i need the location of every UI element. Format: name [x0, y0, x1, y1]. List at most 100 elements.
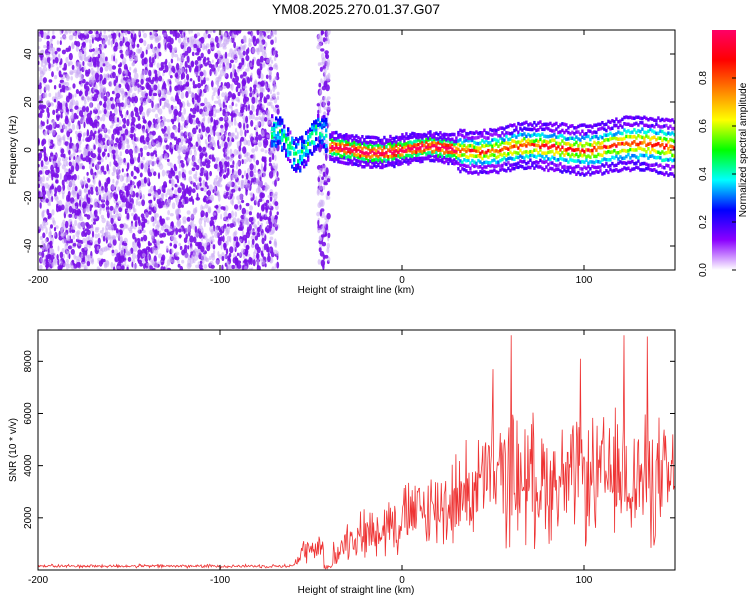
signal-cell	[347, 134, 350, 138]
noise-cell	[268, 66, 274, 71]
noise-cell	[118, 161, 122, 166]
noise-cell	[259, 103, 262, 110]
noise-cell	[267, 120, 270, 125]
noise-cell	[177, 228, 182, 233]
noise-cell	[69, 154, 73, 159]
noise-cell	[76, 208, 81, 216]
noise-cell	[86, 136, 91, 143]
signal-cell	[371, 149, 374, 153]
noise-cell	[319, 62, 325, 66]
noise-cell	[177, 116, 180, 123]
noise-cell	[194, 250, 199, 257]
onset-cell	[321, 123, 324, 128]
noise-cell	[139, 135, 145, 143]
noise-cell	[149, 36, 154, 41]
signal-cell	[343, 161, 346, 165]
signal-cell	[363, 165, 366, 169]
noise-cell	[129, 66, 132, 71]
noise-cell	[121, 30, 124, 34]
noise-cell	[174, 183, 178, 188]
onset-cell	[315, 127, 318, 132]
noise-cell	[198, 60, 202, 66]
noise-cell	[242, 71, 247, 77]
noise-cell	[154, 203, 158, 211]
noise-cell	[326, 62, 330, 68]
noise-cell	[162, 145, 167, 151]
noise-cell	[117, 200, 122, 205]
onset-cell	[325, 120, 328, 125]
onset-cell	[297, 139, 300, 144]
noise-cell	[227, 170, 230, 176]
signal-cell	[361, 157, 364, 161]
signal-cell	[413, 150, 416, 154]
onset-cell	[325, 149, 328, 154]
signal-cell	[337, 146, 340, 151]
onset-cell	[305, 140, 308, 144]
noise-cell	[231, 52, 235, 60]
noise-cell	[186, 46, 192, 54]
noise-cell	[86, 171, 89, 176]
noise-cell	[116, 117, 120, 123]
signal-cell	[397, 136, 400, 140]
noise-cell	[104, 143, 107, 150]
noise-cell	[181, 259, 185, 264]
noise-cell	[237, 30, 242, 34]
noise-cell	[251, 30, 254, 38]
noise-cell	[178, 214, 182, 219]
noise-cell	[208, 112, 214, 117]
noise-cell	[268, 34, 272, 40]
noise-cell	[217, 139, 220, 147]
noise-cell	[200, 254, 205, 261]
onset-cell	[281, 147, 284, 152]
signal-cell	[359, 149, 362, 154]
signal-cell	[339, 154, 342, 158]
noise-cell	[80, 153, 83, 160]
noise-cell	[249, 86, 253, 93]
noise-cell	[48, 62, 51, 69]
noise-cell	[242, 35, 247, 43]
signal-cell	[377, 139, 380, 143]
noise-cell	[324, 254, 329, 259]
noise-cell	[60, 228, 64, 235]
noise-cell	[123, 69, 127, 74]
noise-cell	[118, 32, 121, 38]
noise-cell	[171, 183, 174, 188]
noise-cell	[242, 219, 245, 227]
signal-cell	[339, 134, 342, 139]
onset-cell	[281, 120, 284, 125]
noise-cell	[130, 170, 134, 177]
noise-cell	[38, 183, 41, 189]
noise-cell	[67, 245, 73, 250]
noise-cell	[68, 34, 74, 41]
noise-cell	[53, 193, 57, 197]
signal-cell	[407, 141, 410, 145]
noise-cell	[326, 247, 330, 254]
noise-cell	[215, 109, 221, 113]
noise-cell	[253, 156, 256, 163]
noise-cell	[208, 255, 212, 261]
onset-cell	[313, 148, 316, 153]
noise-cell	[214, 100, 219, 104]
noise-cell	[71, 108, 74, 115]
signal-cell	[377, 146, 380, 150]
noise-cell	[260, 225, 263, 231]
noise-cell	[225, 248, 229, 255]
signal-cell	[343, 134, 346, 138]
signal-cell	[401, 156, 404, 161]
noise-cell	[57, 265, 61, 270]
signal-cell	[343, 146, 346, 151]
noise-cell	[161, 128, 164, 132]
noise-cell	[189, 132, 192, 139]
noise-cell	[148, 91, 152, 97]
noise-cell	[271, 230, 275, 235]
noise-cell	[164, 42, 167, 50]
noise-cell	[128, 208, 132, 212]
noise-cell	[211, 238, 215, 243]
onset-cell	[291, 137, 294, 141]
signal-cell	[417, 133, 420, 137]
noise-cell	[89, 237, 94, 243]
signal-cell	[333, 146, 336, 151]
noise-cell	[226, 223, 230, 227]
noise-cell	[223, 164, 226, 172]
noise-cell	[127, 30, 131, 35]
